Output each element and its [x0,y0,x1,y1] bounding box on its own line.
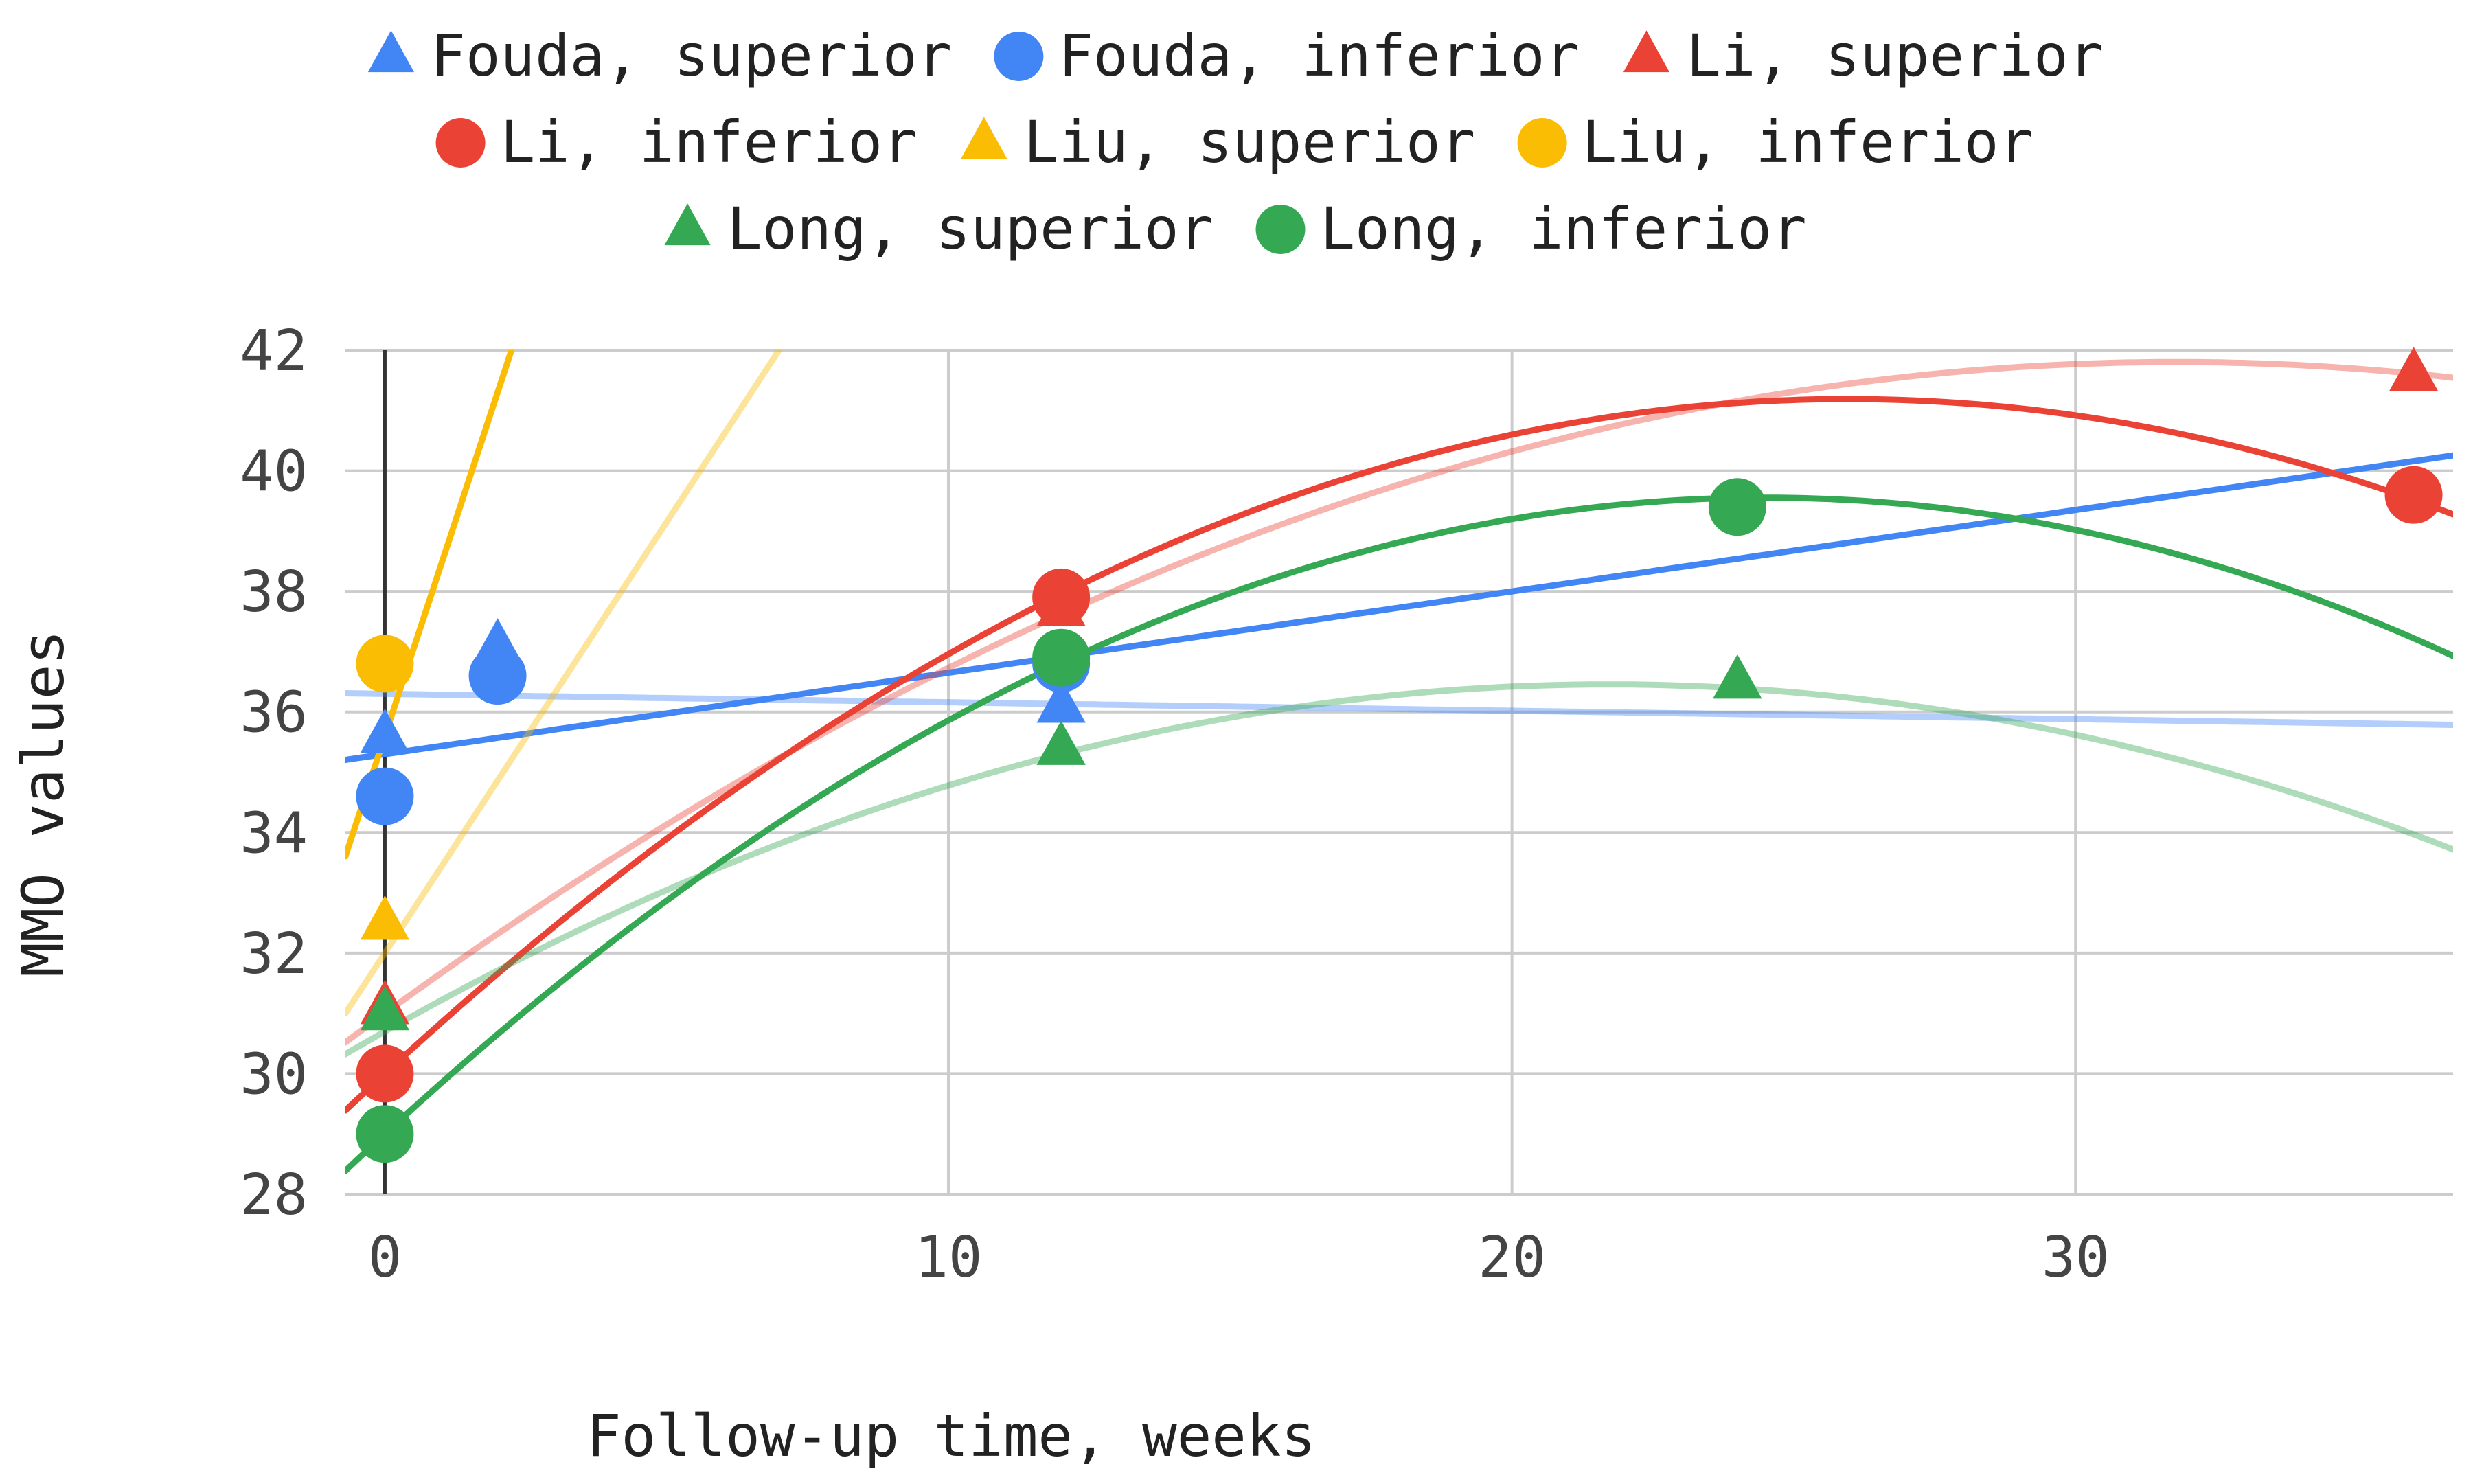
legend-label: Long, inferior [1321,195,1807,262]
data-point-triangle [360,895,410,940]
y-tick-label: 40 [240,440,308,505]
data-point-circle [356,1044,414,1103]
legend-marker [961,117,1007,159]
data-point-triangle [360,708,410,753]
y-axis-title: MMO values [10,630,77,977]
trendline-7 [345,494,2453,1174]
y-tick-label: 34 [240,801,308,866]
trendline-6 [345,681,2453,1058]
data-point-circle [1032,568,1091,626]
trendline-1 [345,452,2453,763]
legend-label: Li, inferior [501,109,918,176]
legend-label: Fouda, superior [431,22,952,89]
trendline-4 [345,350,783,1017]
y-tick-label: 30 [240,1042,308,1107]
legend-item[interactable]: Long, inferior [1255,195,1807,262]
legend-item[interactable]: Liu, inferior [1517,109,2033,176]
legend-marker [994,32,1044,81]
legend-marker [435,118,486,168]
x-tick-label: 30 [2042,1225,2110,1290]
trendline-0 [345,690,2453,728]
legend-label: Li, superior [1686,22,2103,89]
legend-label: Fouda, inferior [1058,22,1580,89]
data-point-circle [356,1105,414,1163]
x-axis-title: Follow-up time, weeks [586,1402,1316,1470]
data-point-triangle [2389,347,2439,391]
data-point-triangle [1036,678,1086,723]
legend-item[interactable]: Li, inferior [435,109,918,176]
legend-item[interactable]: Li, superior [1623,22,2103,89]
legend-label: Liu, inferior [1582,109,2033,176]
x-tick-label: 20 [1478,1225,1546,1290]
legend-label: Long, superior [727,195,1213,262]
trendline-3 [345,396,2453,1114]
data-markers [356,347,2443,1163]
y-tick-label: 36 [240,681,308,746]
legend-item[interactable]: Liu, superior [961,109,1475,176]
grid [345,349,2453,1196]
legend-marker [1255,205,1306,254]
legend-marker [664,203,711,246]
x-tick-label: 10 [915,1225,983,1290]
data-point-circle [1032,628,1091,687]
legend-item[interactable]: Fouda, superior [367,22,952,89]
tick-labels: 28 30 32 34 36 38 40 42 0 10 20 30 [240,319,2109,1290]
legend-marker [1623,30,1669,73]
data-point-triangle [360,985,410,1031]
legend-item[interactable]: Fouda, inferior [994,22,1580,89]
legend-item[interactable]: Long, superior [664,195,1214,262]
legend-label: Liu, superior [1024,109,1475,176]
legend: Fouda, superior Fouda, inferior Li, superi… [367,22,2103,262]
y-tick-label: 28 [240,1163,308,1228]
data-point-circle [1708,478,1766,536]
data-point-triangle [1036,720,1086,765]
data-point-circle [356,767,414,825]
data-point-circle [2384,466,2443,524]
y-tick-label: 38 [240,560,308,625]
trendline-2 [345,358,2453,1046]
y-tick-label: 42 [240,319,308,384]
x-tick-label: 0 [368,1225,402,1290]
y-tick-label: 32 [240,922,308,987]
data-point-circle [356,635,414,693]
trend-lines [345,350,2453,1174]
legend-marker [367,30,414,73]
legend-marker [1517,118,1567,168]
data-point-triangle [1713,654,1762,699]
data-point-circle [468,647,527,705]
